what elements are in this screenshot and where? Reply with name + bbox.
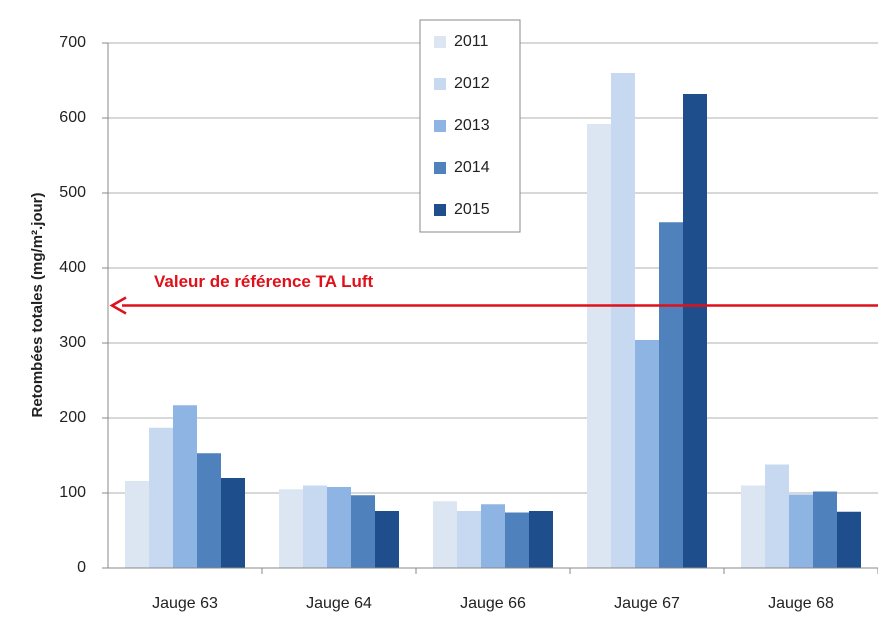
bar	[765, 464, 789, 568]
bar	[149, 427, 173, 568]
bar	[837, 511, 861, 568]
y-tick-label: 0	[77, 559, 86, 576]
y-tick-label: 600	[59, 109, 86, 126]
x-tick-label: Jauge 68	[768, 595, 834, 612]
bar	[375, 511, 399, 568]
legend-label: 2014	[454, 159, 490, 176]
bar	[197, 453, 221, 568]
x-tick-label: Jauge 66	[460, 595, 526, 612]
bar	[635, 340, 659, 568]
bar	[505, 512, 529, 568]
bar	[125, 481, 149, 568]
bar	[173, 405, 197, 568]
bar	[221, 478, 245, 568]
x-tick-label: Jauge 67	[614, 595, 680, 612]
x-tick-label: Jauge 64	[306, 595, 372, 612]
y-axis-label: Retombées totales (mg/m².jour)	[29, 192, 46, 417]
bar	[279, 489, 303, 568]
bar	[351, 495, 375, 568]
legend-label: 2013	[454, 117, 490, 134]
bar	[789, 494, 813, 568]
bar	[481, 504, 505, 568]
y-tick-label: 300	[59, 334, 86, 351]
y-tick-label: 500	[59, 184, 86, 201]
bar	[659, 222, 683, 568]
bar	[327, 487, 351, 568]
bar	[303, 485, 327, 568]
bar	[683, 94, 707, 568]
y-tick-label: 200	[59, 409, 86, 426]
reference-arrowhead	[109, 296, 127, 315]
legend-swatch	[434, 78, 446, 90]
y-tick-label: 100	[59, 484, 86, 501]
legend-swatch	[434, 120, 446, 132]
legend-swatch	[434, 36, 446, 48]
x-tick-label: Jauge 63	[152, 595, 218, 612]
y-tick-label: 400	[59, 259, 86, 276]
bar	[529, 511, 553, 568]
bar	[433, 501, 457, 568]
bar	[813, 491, 837, 568]
bar	[457, 511, 481, 568]
legend-swatch	[434, 162, 446, 174]
reference-label: Valeur de référence TA Luft	[154, 272, 374, 291]
legend-label: 2011	[454, 33, 489, 50]
legend-label: 2012	[454, 75, 490, 92]
bar	[741, 485, 765, 568]
y-tick-label: 700	[59, 34, 86, 51]
legend-swatch	[434, 204, 446, 216]
bar	[611, 73, 635, 568]
bar	[587, 124, 611, 568]
legend-label: 2015	[454, 201, 490, 218]
